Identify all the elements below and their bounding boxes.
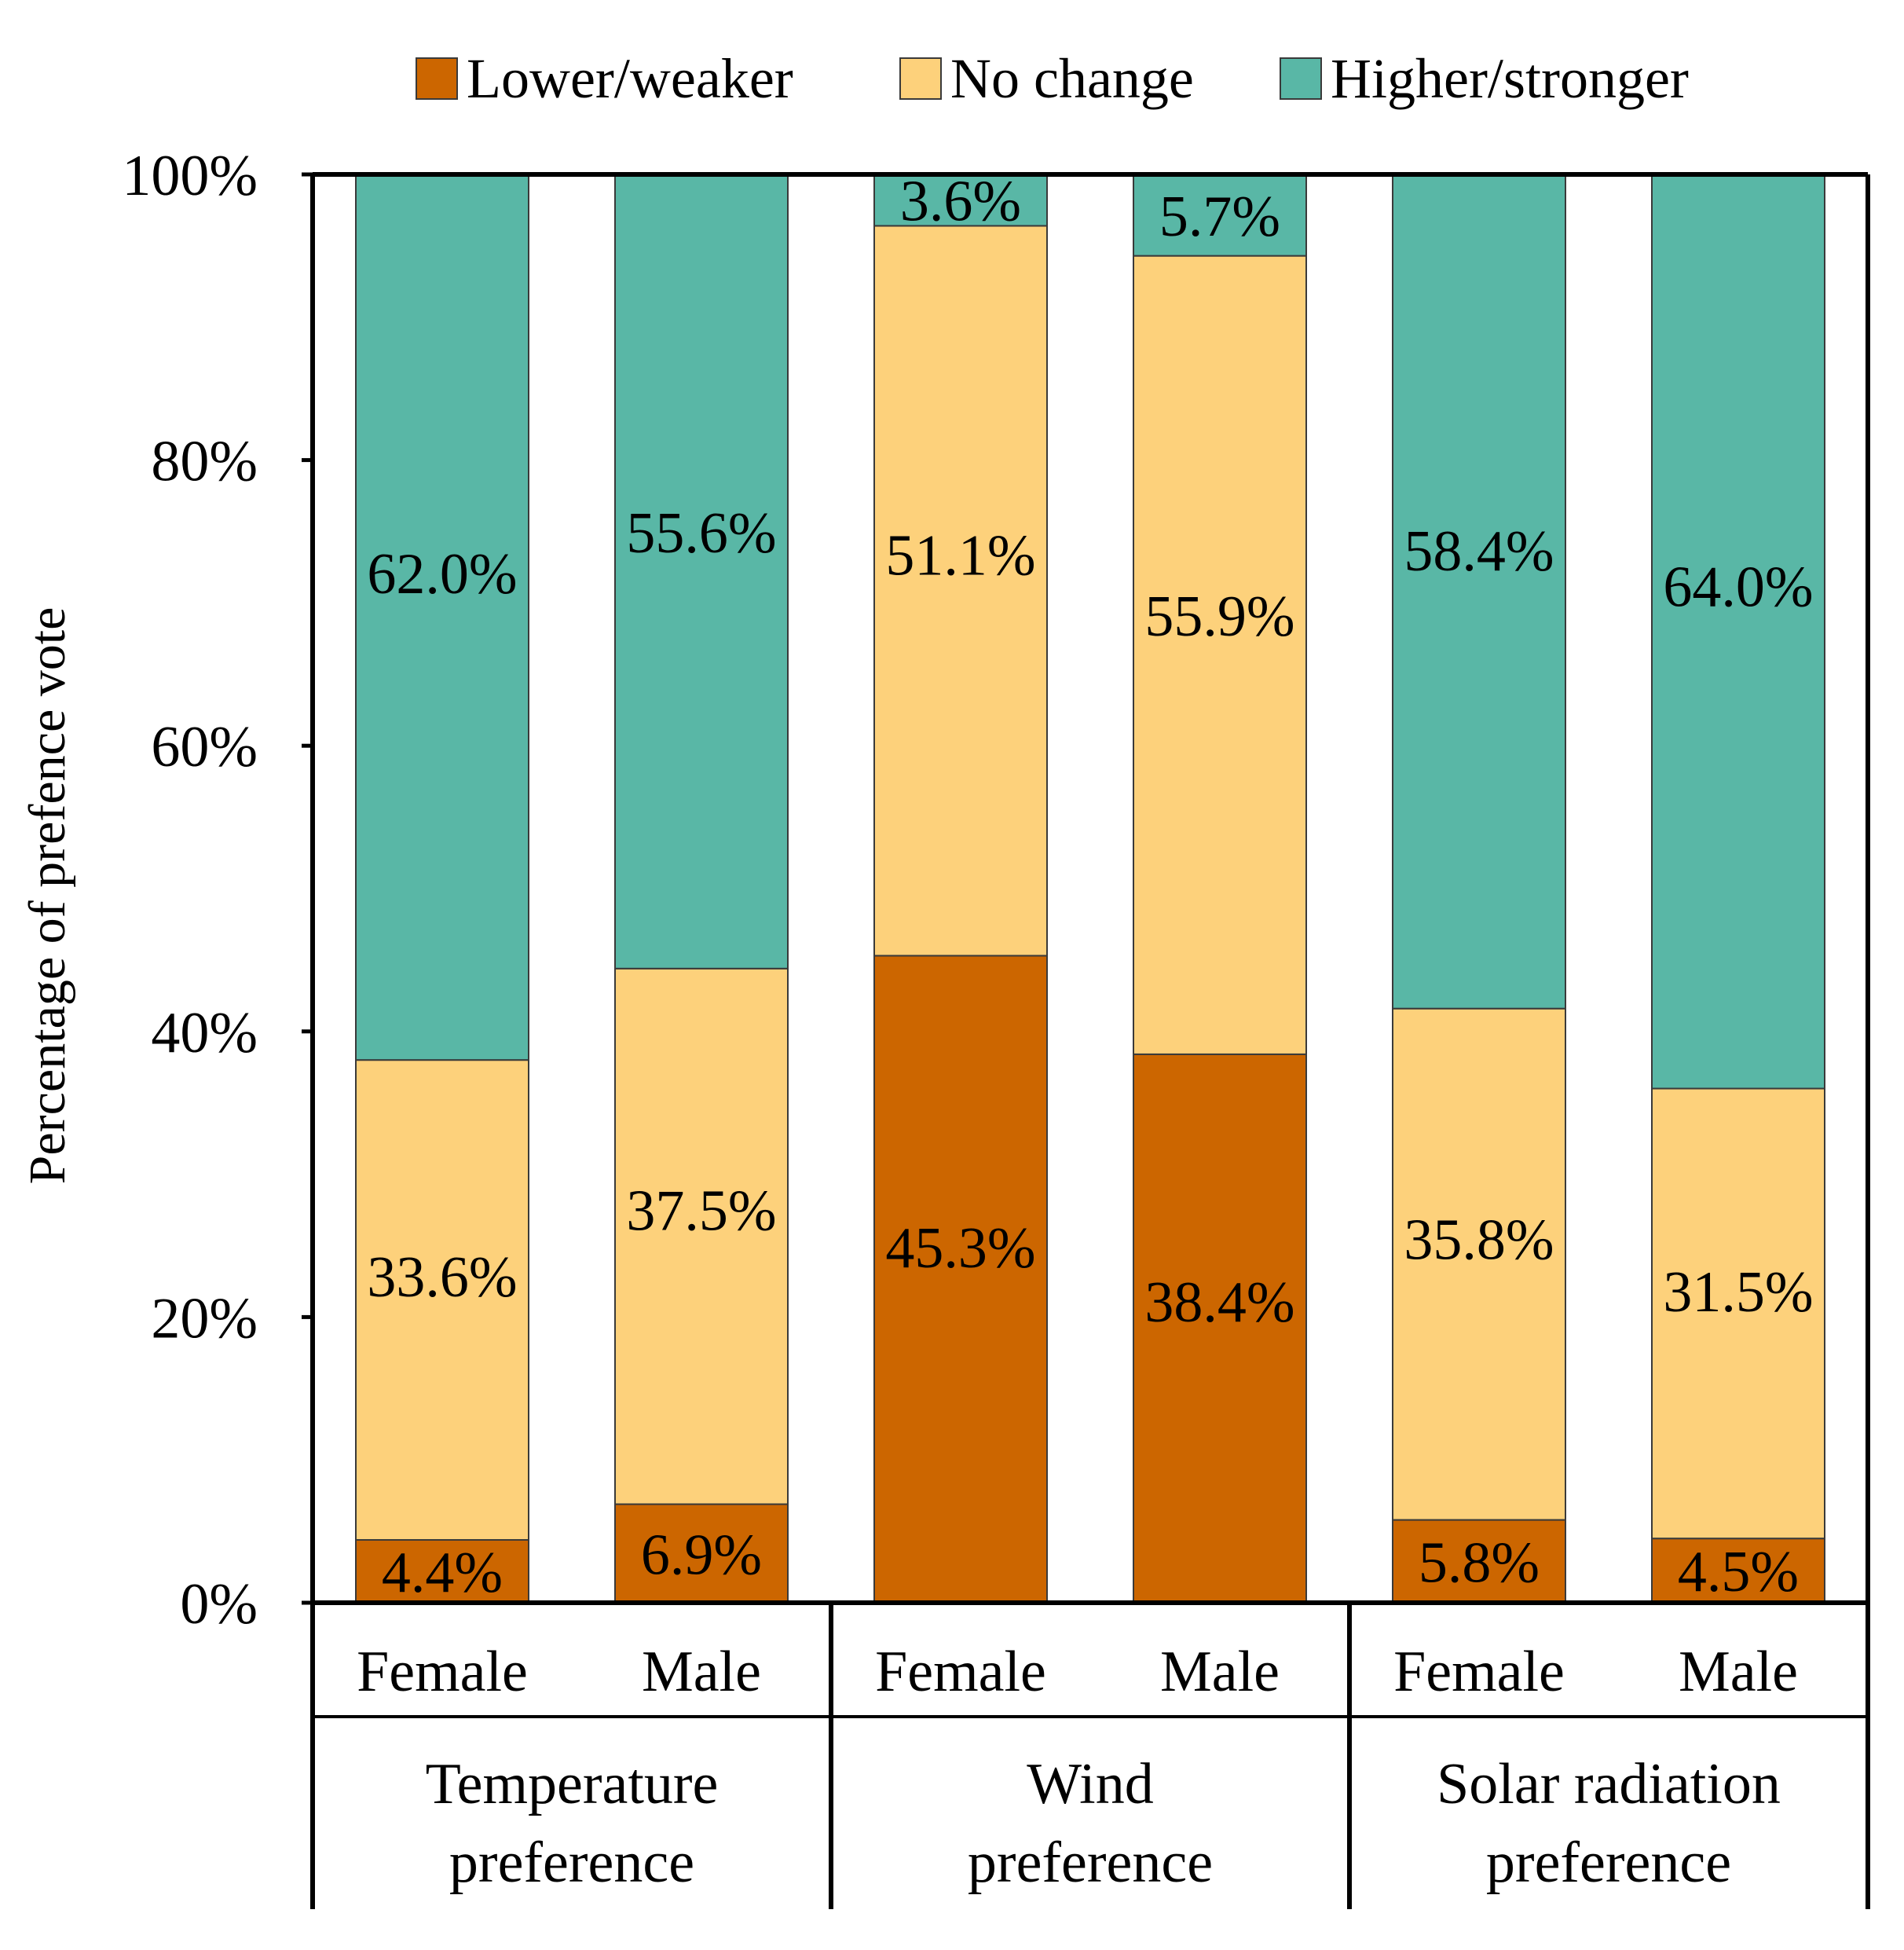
data-label: 37.5% (626, 1179, 776, 1244)
bar-segment (614, 174, 789, 970)
y-tick-label: 100% (122, 144, 258, 208)
category-label: Female (875, 1640, 1046, 1704)
legend-swatch (1280, 57, 1322, 100)
data-label: 5.8% (1419, 1530, 1540, 1595)
data-labels: 4.4% 33.6% 62.0% 6.9% 37.5% 55.6% 45.3% 51.1% 3.… (367, 170, 1813, 1605)
y-tick-label: 0% (180, 1572, 258, 1637)
data-label: 58.4% (1404, 519, 1554, 584)
bar-segment (873, 225, 1048, 957)
data-label: 5.7% (1159, 185, 1280, 249)
y-axis-title: Percentage of prefence vote (19, 607, 76, 1185)
legend-label: Higher/stronger (1331, 47, 1689, 110)
axes (310, 172, 1870, 1909)
category-label: Male (1679, 1640, 1798, 1704)
bars (355, 174, 1825, 1604)
y-ticks: 0% 20% 40% 60% 80% 100% (122, 144, 313, 1637)
bar-segment (355, 174, 529, 1061)
group-label: Solar radiation (1437, 1752, 1781, 1816)
data-label: 62.0% (367, 542, 517, 607)
y-tick-label: 80% (151, 430, 258, 494)
category-label: Male (642, 1640, 761, 1704)
bar-segment (355, 1059, 529, 1541)
data-label: 33.6% (367, 1245, 517, 1310)
data-label: 4.5% (1678, 1540, 1799, 1604)
bar-segment (614, 967, 789, 1505)
category-axis: Female Male Female Male Female Male Temperatur… (357, 1640, 1798, 1895)
legend-label: Lower/weaker (467, 47, 793, 110)
legend: Lower/weaker No change Higher/stronger (416, 47, 1689, 110)
data-label: 51.1% (885, 523, 1035, 588)
bar-segment (873, 174, 1048, 227)
data-label: 35.8% (1404, 1208, 1554, 1273)
data-label: 6.9% (641, 1523, 762, 1587)
group-label: preference (449, 1831, 694, 1895)
group-label: Wind (1027, 1752, 1153, 1816)
data-label: 55.6% (626, 501, 776, 566)
group-label: preference (968, 1831, 1213, 1895)
data-label: 64.0% (1663, 555, 1813, 620)
bar-segment (1392, 1007, 1566, 1521)
data-label: 55.9% (1144, 585, 1294, 649)
bar-segment (1651, 174, 1825, 1090)
group-label: Temperature (426, 1752, 719, 1816)
data-label: 3.6% (900, 170, 1021, 234)
bar-segment (1392, 174, 1566, 1010)
legend-swatch (899, 57, 942, 100)
y-tick-label: 60% (151, 715, 258, 779)
bar-segment (1133, 255, 1307, 1055)
category-label: Female (357, 1640, 528, 1704)
legend-swatch (416, 57, 458, 100)
data-label: 45.3% (885, 1216, 1035, 1281)
bar-segment (873, 955, 1048, 1604)
y-tick-label: 40% (151, 1001, 258, 1065)
data-label: 38.4% (1144, 1270, 1294, 1335)
bar-segment (355, 1539, 529, 1604)
y-tick-label: 20% (151, 1286, 258, 1351)
group-label: preference (1486, 1831, 1731, 1895)
data-label: 31.5% (1663, 1260, 1813, 1325)
category-label: Female (1393, 1640, 1565, 1704)
bar-segment (1651, 1538, 1825, 1604)
bar-segment (1651, 1087, 1825, 1540)
bar-segment (1133, 174, 1307, 257)
legend-label: No change (950, 47, 1194, 110)
category-label: Male (1160, 1640, 1280, 1704)
data-label: 4.4% (382, 1541, 503, 1605)
bar-segment (1133, 1053, 1307, 1604)
